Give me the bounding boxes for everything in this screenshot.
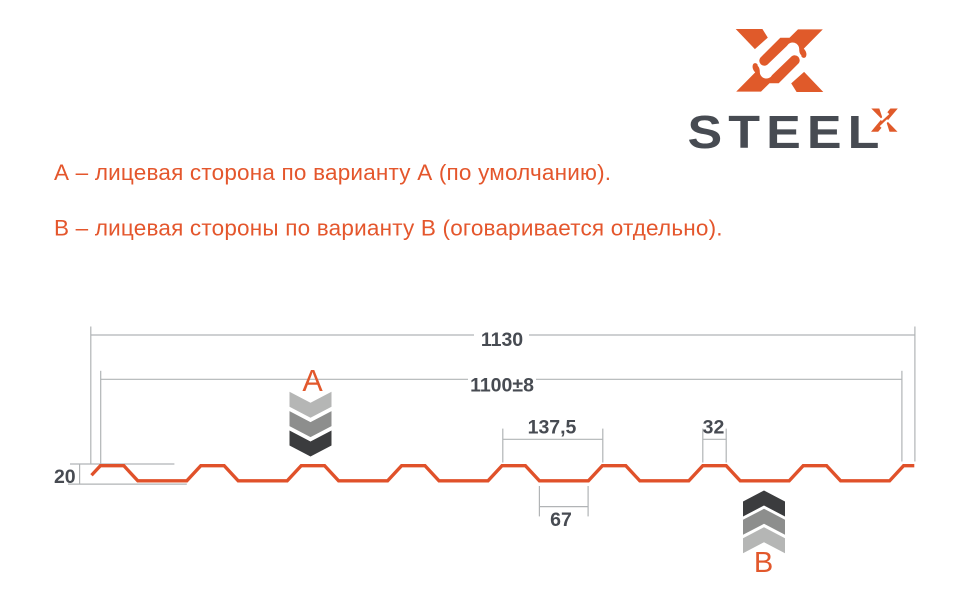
svg-text:B: B <box>754 547 773 579</box>
svg-text:20: 20 <box>54 466 76 488</box>
svg-text:67: 67 <box>550 509 572 531</box>
svg-text:A: A <box>302 364 323 398</box>
svg-text:1130: 1130 <box>481 329 523 351</box>
svg-text:1100±8: 1100±8 <box>470 375 534 397</box>
svg-text:А – лицевая сторона по вариант: А – лицевая сторона по варианту А (по ум… <box>54 160 611 185</box>
svg-text:STEEL: STEEL <box>688 108 886 159</box>
svg-text:В – лицевая стороны по вариант: В – лицевая стороны по варианту В (огова… <box>54 216 723 241</box>
svg-text:32: 32 <box>703 416 725 438</box>
svg-text:137,5: 137,5 <box>528 416 577 438</box>
